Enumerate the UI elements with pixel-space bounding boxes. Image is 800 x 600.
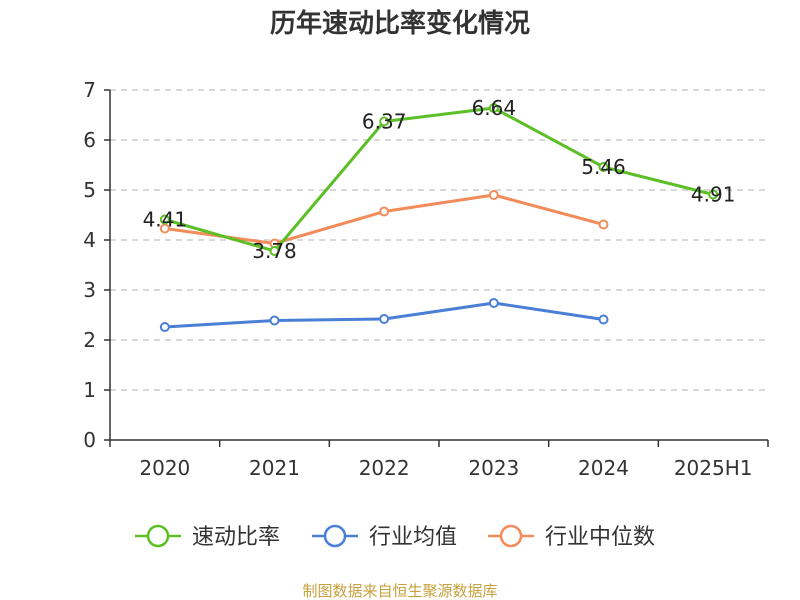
- y-tick-label: 2: [83, 328, 96, 352]
- x-tick-label: 2024: [578, 456, 629, 480]
- data-point[interactable]: [269, 246, 280, 256]
- x-tick-label: 2025H1: [674, 456, 753, 480]
- data-point[interactable]: [598, 219, 609, 230]
- legend-label: 行业均值: [369, 525, 457, 550]
- data-point[interactable]: [488, 298, 499, 308]
- series-line: [164, 193, 604, 245]
- data-label: 6.37: [362, 110, 407, 134]
- data-labels: 4.41 3.78 6.37 6.64 5.46 4.91: [143, 96, 736, 263]
- legend-marker: [146, 524, 170, 548]
- series-line: [164, 106, 714, 253]
- y-tick-label: 3: [83, 278, 96, 302]
- series-lines: [159, 103, 719, 332]
- legend[interactable]: 速动比率 行业均值 行业中位数: [135, 524, 655, 550]
- data-point[interactable]: [159, 322, 170, 332]
- data-point[interactable]: [708, 189, 719, 200]
- x-tick-label: 2023: [468, 456, 519, 480]
- x-tick-label: 2021: [249, 456, 300, 480]
- data-point[interactable]: [598, 314, 609, 325]
- legend-item[interactable]: 行业中位数: [488, 524, 655, 550]
- legend-item[interactable]: 速动比率: [135, 524, 280, 550]
- y-tick-label: 5: [83, 178, 96, 202]
- data-label: 4.41: [143, 208, 188, 232]
- legend-label: 行业中位数: [545, 525, 655, 550]
- data-point[interactable]: [379, 314, 390, 324]
- source-note: 制图数据来自恒生聚源数据库: [302, 582, 497, 600]
- y-tick-label: 6: [83, 128, 96, 152]
- data-point[interactable]: [159, 214, 170, 225]
- data-label: 3.78: [252, 239, 297, 263]
- legend-label: 速动比率: [192, 525, 280, 550]
- legend-marker: [323, 524, 347, 548]
- legend-item[interactable]: 行业均值: [312, 524, 457, 550]
- data-point[interactable]: [379, 206, 390, 217]
- data-label: 6.64: [472, 96, 517, 120]
- chart-title: 历年速动比率变化情况: [270, 8, 530, 39]
- data-point[interactable]: [379, 116, 390, 127]
- data-label: 4.91: [691, 183, 736, 207]
- y-tick-label: 4: [83, 228, 96, 252]
- data-point[interactable]: [488, 190, 499, 200]
- axes: 0 1 2 3 4 5 6 7 2020 2021 2022 2023 2024 2025H1: [83, 78, 769, 480]
- data-point[interactable]: [488, 103, 499, 113]
- x-tick-label: 2022: [359, 456, 410, 480]
- x-tick-label: 2020: [139, 456, 190, 480]
- y-tick-label: 1: [83, 378, 96, 402]
- legend-marker: [499, 524, 523, 548]
- grid-lines: [110, 89, 768, 391]
- data-point[interactable]: [269, 315, 280, 326]
- y-tick-label: 7: [83, 78, 96, 102]
- data-point[interactable]: [598, 162, 609, 172]
- data-label: 5.46: [581, 155, 626, 179]
- y-tick-label: 0: [83, 428, 96, 452]
